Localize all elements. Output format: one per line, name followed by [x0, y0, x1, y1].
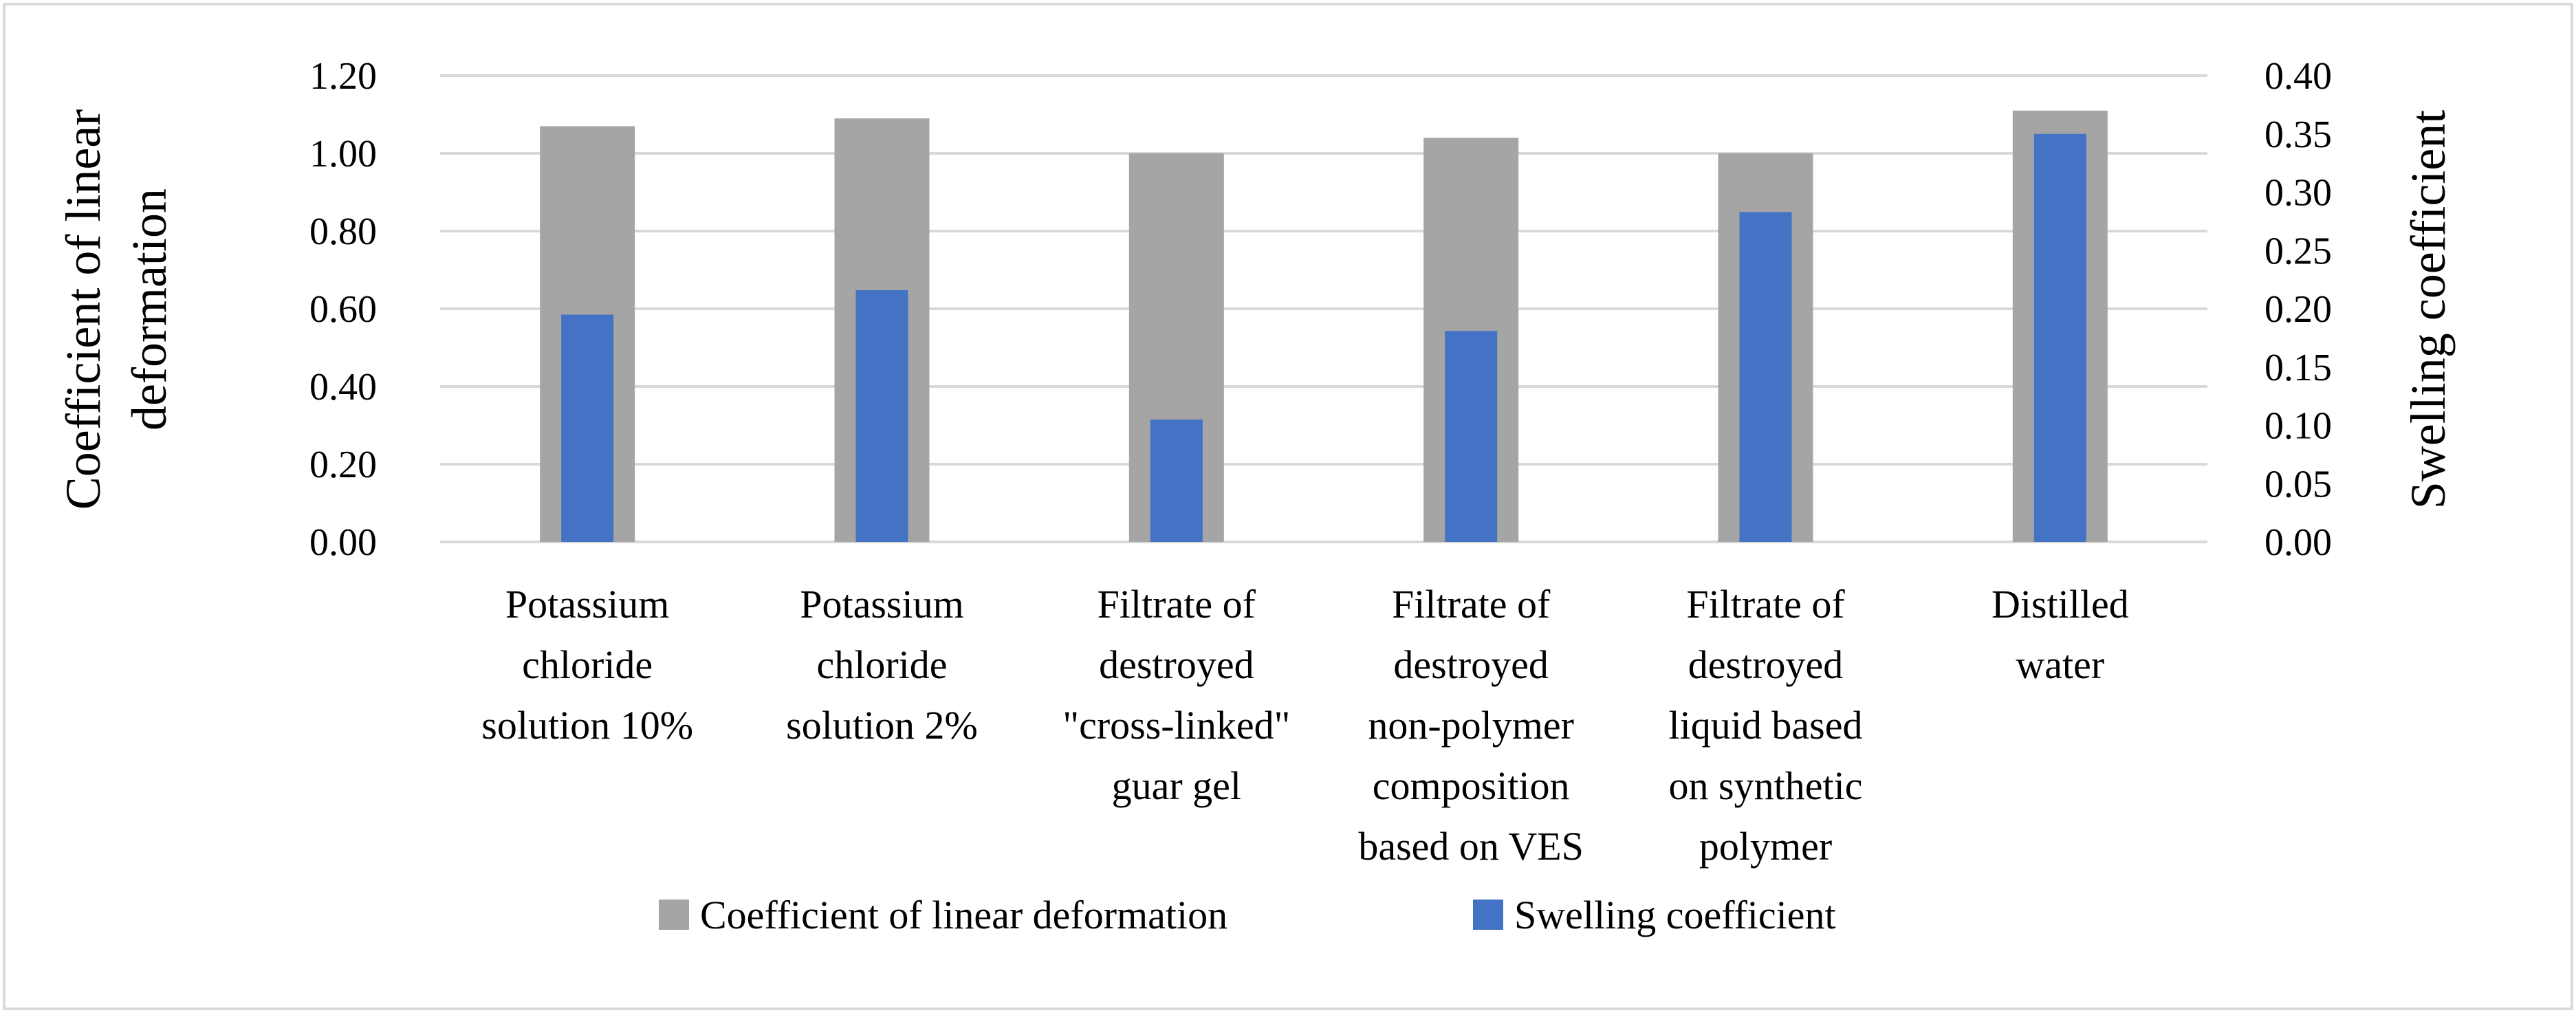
- legend-label: Swelling coefficient: [1514, 893, 1836, 937]
- right-tick-label: 0.10: [2264, 405, 2332, 448]
- bar-swelling-coefficient: [1739, 212, 1792, 542]
- category-label: Potassium chloride solution 2%: [786, 582, 978, 748]
- left-tick-label: 0.20: [309, 444, 377, 486]
- right-axis-title: Swelling coefficient: [2401, 110, 2456, 510]
- category-label-line: based on VES: [1358, 824, 1584, 869]
- category-label-line: Filtrate of: [1392, 582, 1551, 627]
- category-label-line: Filtrate of: [1686, 582, 1845, 627]
- category-label-line: Distilled: [1991, 582, 2129, 627]
- left-axis-title-line: Coefficient of linear: [56, 109, 111, 510]
- category-label-line: polymer: [1699, 824, 1832, 869]
- right-tick-label: 0.20: [2264, 288, 2332, 331]
- right-tick-label: 0.05: [2264, 463, 2332, 505]
- category-label-line: guar gel: [1112, 763, 1241, 808]
- category-label-line: Potassium: [800, 582, 964, 627]
- gridlines: [440, 74, 2207, 543]
- bar-swelling-coefficient: [2033, 133, 2086, 542]
- left-tick-label: 0.80: [309, 210, 377, 253]
- legend-swatch: [1473, 900, 1503, 930]
- category-label-line: chloride: [816, 642, 947, 687]
- category-labels: Potassium chloride solution 10% Potassium ch…: [481, 582, 2128, 869]
- left-tick-label: 0.40: [309, 366, 377, 409]
- legend: Coefficient of linear deformation Swellin…: [659, 893, 1836, 937]
- category-label-line: destroyed: [1099, 642, 1254, 687]
- legend-swatch: [659, 900, 689, 930]
- right-tick-label: 0.30: [2264, 172, 2332, 215]
- category-label: Distilled water: [1991, 582, 2129, 687]
- category-label-line: destroyed: [1688, 642, 1844, 687]
- right-tick-label: 0.15: [2264, 347, 2332, 389]
- category-label-line: destroyed: [1393, 642, 1549, 687]
- legend-label: Coefficient of linear deformation: [700, 893, 1227, 937]
- bar-swelling-coefficient: [855, 290, 908, 542]
- category-label-line: composition: [1373, 763, 1570, 808]
- right-tick-label: 0.35: [2264, 113, 2332, 156]
- axis-titles: Coefficient of linear deformation Swelling…: [56, 109, 2456, 510]
- left-tick-label: 1.00: [309, 133, 377, 175]
- category-label-line: solution 2%: [786, 703, 978, 748]
- category-label: Filtrate of destroyed liquid based on synth…: [1669, 582, 1863, 869]
- category-label-line: liquid based: [1669, 703, 1863, 748]
- category-label-line: Potassium: [505, 582, 670, 627]
- bar-swelling-coefficient: [561, 314, 614, 542]
- category-label: Potassium chloride solution 10%: [481, 582, 693, 748]
- category-label-line: water: [2016, 642, 2104, 687]
- right-tick-label: 0.25: [2264, 230, 2332, 272]
- left-tick-label: 0.00: [309, 521, 377, 564]
- bars: [540, 110, 2108, 543]
- right-axis-ticks: 0.00 0.05 0.10 0.15 0.20 0.25 0.30 0.35 0.40: [2264, 55, 2332, 564]
- left-tick-label: 0.60: [309, 288, 377, 331]
- legend-item: Coefficient of linear deformation: [659, 893, 1227, 937]
- category-label-line: on synthetic: [1669, 763, 1863, 808]
- legend-item: Swelling coefficient: [1473, 893, 1836, 937]
- category-label-line: solution 10%: [481, 703, 693, 748]
- left-axis-ticks: 0.00 0.20 0.40 0.60 0.80 1.00 1.20: [309, 55, 377, 564]
- category-label: Filtrate of destroyed non-polymer compositi…: [1358, 582, 1584, 869]
- right-tick-label: 0.40: [2264, 55, 2332, 98]
- category-label-line: Filtrate of: [1098, 582, 1256, 627]
- bar-swelling-coefficient: [1150, 420, 1203, 542]
- category-label: Filtrate of destroyed "cross-linked" guar g…: [1062, 582, 1290, 808]
- category-label-line: chloride: [522, 642, 653, 687]
- left-axis-title-line: deformation: [122, 188, 177, 431]
- chart-border: [3, 3, 2573, 1010]
- category-label-line: "cross-linked": [1062, 703, 1290, 748]
- left-axis-title: Coefficient of linear deformation: [56, 109, 177, 510]
- right-tick-label: 0.00: [2264, 521, 2332, 564]
- category-label-line: non-polymer: [1368, 703, 1574, 748]
- left-tick-label: 1.20: [309, 55, 377, 98]
- bar-swelling-coefficient: [1445, 331, 1498, 542]
